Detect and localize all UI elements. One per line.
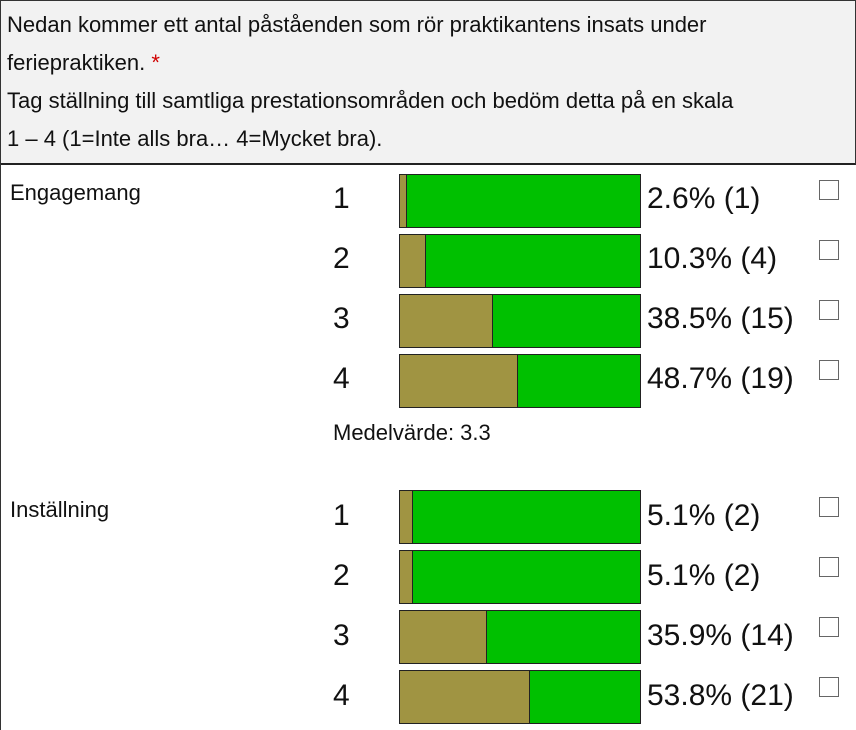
result-bar [399, 670, 641, 724]
result-bar [399, 354, 641, 408]
question-header: Nedan kommer ett antal påståenden som rö… [0, 0, 856, 165]
row-checkbox[interactable] [819, 240, 839, 260]
result-bar-fill [400, 551, 414, 603]
result-bar-fill [400, 491, 414, 543]
result-bar [399, 294, 641, 348]
result-percentage: 5.1% (2) [647, 559, 761, 592]
result-percentage: 5.1% (2) [647, 499, 761, 532]
scale-value: 2 [333, 242, 350, 275]
result-bar-fill [400, 175, 408, 227]
scale-value: 2 [333, 559, 350, 592]
category-label-installning: Inställning [10, 497, 110, 522]
category-label-engagemang: Engagemang [10, 180, 141, 205]
result-bar [399, 490, 641, 544]
result-percentage: 35.9% (14) [647, 619, 794, 652]
question-text-line2-main: feriepraktiken. [7, 50, 146, 75]
result-percentage: 2.6% (1) [647, 182, 761, 215]
scale-value: 1 [333, 182, 350, 215]
row-checkbox[interactable] [819, 300, 839, 320]
scale-value: 4 [333, 679, 350, 712]
scale-value: 3 [333, 619, 350, 652]
result-percentage: 48.7% (19) [647, 362, 794, 395]
result-bar [399, 234, 641, 288]
result-bar-fill [400, 671, 531, 723]
result-bar-fill [400, 295, 494, 347]
scale-value: 1 [333, 499, 350, 532]
required-marker: * [151, 50, 160, 75]
result-bar [399, 550, 641, 604]
question-text-line2: feriepraktiken. * [7, 50, 160, 76]
row-checkbox[interactable] [819, 180, 839, 200]
result-bar [399, 610, 641, 664]
row-checkbox[interactable] [819, 557, 839, 577]
result-percentage: 10.3% (4) [647, 242, 778, 275]
scale-value: 3 [333, 302, 350, 335]
row-checkbox[interactable] [819, 497, 839, 517]
result-bar-fill [400, 611, 488, 663]
scale-value: 4 [333, 362, 350, 395]
row-checkbox[interactable] [819, 617, 839, 637]
question-instruction-line1: Tag ställning till samtliga prestationso… [7, 88, 734, 113]
row-checkbox[interactable] [819, 677, 839, 697]
result-bar-fill [400, 355, 518, 407]
result-percentage: 53.8% (21) [647, 679, 794, 712]
question-instruction-line2: 1 – 4 (1=Inte alls bra… 4=Mycket bra). [7, 126, 383, 151]
mean-value: Medelvärde: 3.3 [333, 420, 491, 445]
row-checkbox[interactable] [819, 360, 839, 380]
question-text-line1: Nedan kommer ett antal påståenden som rö… [7, 12, 707, 37]
result-bar [399, 174, 641, 228]
results-panel: Engagemang 1 2.6% (1) 2 10.3% (4) 3 38.5… [0, 164, 856, 730]
result-bar-fill [400, 235, 426, 287]
result-percentage: 38.5% (15) [647, 302, 794, 335]
